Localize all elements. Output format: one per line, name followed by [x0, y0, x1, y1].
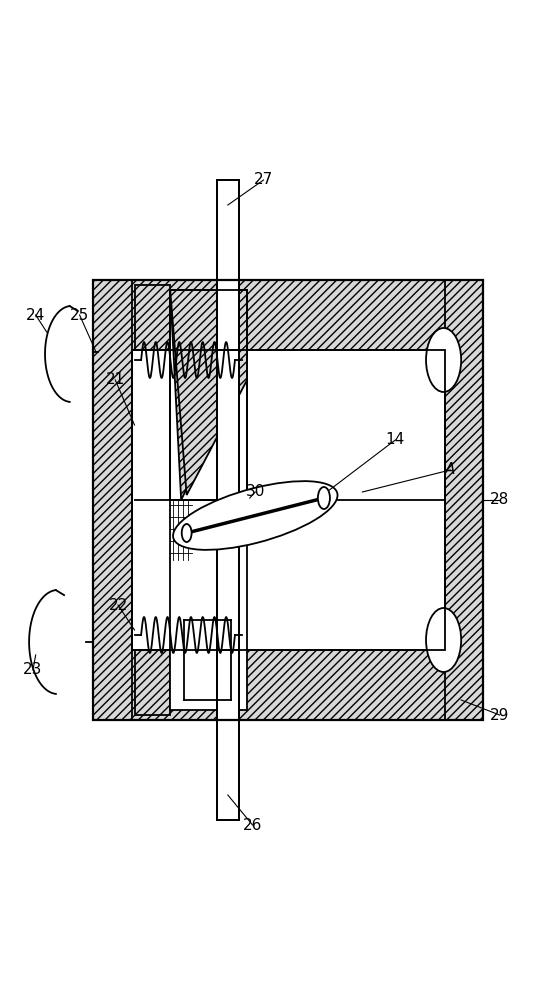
Bar — [93, 280, 483, 720]
Text: 28: 28 — [490, 492, 509, 508]
Text: 14: 14 — [385, 432, 405, 448]
Bar — [93, 280, 483, 350]
Text: 25: 25 — [70, 308, 89, 322]
Bar — [445, 280, 483, 720]
Text: 26: 26 — [243, 818, 262, 832]
Text: 30: 30 — [245, 485, 265, 499]
Text: 29: 29 — [490, 708, 509, 722]
Bar — [132, 350, 445, 650]
Circle shape — [426, 328, 461, 392]
Bar — [93, 650, 483, 720]
Polygon shape — [170, 290, 247, 495]
Bar — [135, 285, 170, 715]
Bar — [132, 350, 445, 650]
Text: 22: 22 — [108, 597, 128, 612]
Bar — [217, 180, 239, 350]
Bar — [170, 290, 247, 500]
Bar — [217, 650, 239, 820]
Text: 27: 27 — [254, 172, 273, 188]
Text: 21: 21 — [105, 372, 125, 387]
Ellipse shape — [173, 481, 338, 550]
Circle shape — [318, 487, 330, 509]
Text: 23: 23 — [23, 662, 43, 678]
Circle shape — [182, 524, 192, 542]
Circle shape — [426, 608, 461, 672]
Text: A: A — [445, 462, 455, 478]
Bar — [170, 500, 247, 710]
Polygon shape — [170, 290, 247, 500]
Bar — [217, 280, 239, 720]
Text: 24: 24 — [26, 308, 46, 322]
Bar — [93, 280, 132, 720]
